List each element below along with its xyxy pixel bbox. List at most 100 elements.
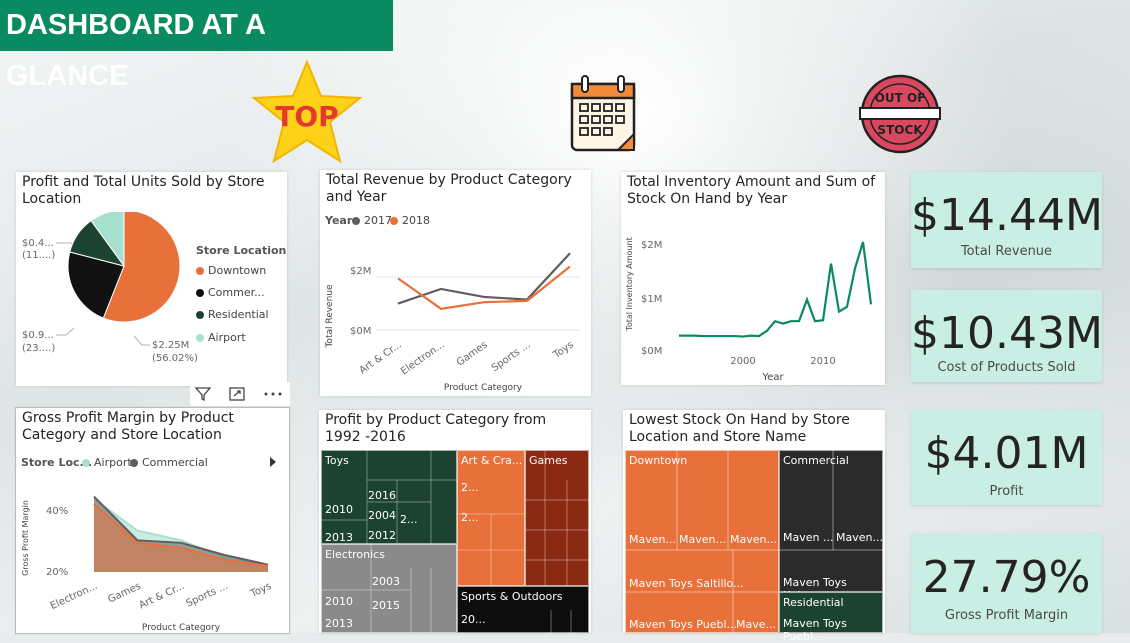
inventory-ytick: $1M	[641, 294, 662, 305]
profit-treemap: Toys 2016 2010 2004 2... 2013 2012 Elect…	[321, 450, 589, 633]
tile-label: 2013	[325, 617, 353, 630]
gpm-legend-label: Commercial	[142, 456, 208, 469]
gpm-line-2	[93, 503, 269, 567]
profit-treemap-card[interactable]: Profit by Product Category from 1992 -20…	[319, 410, 591, 633]
pie-legend-downtown[interactable]: Downtown	[196, 264, 266, 277]
tile-label: 2012	[368, 529, 396, 542]
kpi-gross-profit-margin: 27.79% Gross Profit Margin	[911, 534, 1102, 633]
out-of-stock-icon: OUT OF STOCK	[859, 74, 941, 154]
gpm-ytick: 40%	[46, 506, 68, 517]
stock-text: STOCK	[877, 123, 923, 137]
pie-legend-label: Airport	[208, 331, 246, 344]
pie-chart-title: Profit and Total Units Sold by Store Loc…	[22, 174, 265, 207]
pie-legend-airport[interactable]: Airport	[196, 331, 246, 344]
revenue-xlabel: Product Category	[444, 383, 523, 393]
inventory-xtick: 2010	[810, 356, 835, 367]
tile-label: 2...	[461, 511, 479, 524]
revenue-legend-2018[interactable]: 2018	[390, 214, 430, 227]
tile-label: 2...	[461, 481, 479, 494]
kpi-value: $4.01M	[924, 428, 1089, 479]
tile-label: Maven...	[730, 533, 777, 546]
tile-label: 2016	[368, 489, 396, 502]
treemap-tile-games[interactable]: Games	[525, 450, 589, 586]
tile-label: 2010	[325, 503, 353, 516]
tile-label: 2013	[325, 531, 353, 544]
revenue-xtick: Games	[455, 339, 490, 368]
gpm-ytick: 20%	[46, 567, 68, 578]
gpm-xtick: Toys	[248, 581, 273, 601]
pie-chart: $0.4... (11....) $0.9... (23....) $2.25M…	[22, 212, 198, 364]
treemap-tile-residential[interactable]: Residential Maven Toys Puebl...	[779, 592, 883, 643]
tile-label: 20...	[461, 613, 486, 626]
tile-label: Sports & Outdoors	[461, 590, 563, 603]
dashboard-title: DASHBOARD AT A GLANCE	[0, 0, 393, 92]
top-star-icon: TOP	[251, 59, 363, 164]
pie-legend-label: Downtown	[208, 264, 267, 277]
pie-slice	[102, 212, 181, 323]
tile-label: 2...	[400, 513, 418, 526]
tile-label: 2015	[372, 599, 400, 612]
tile-label: Art & Cra...	[461, 454, 523, 467]
gpm-xtick: Electron...	[49, 581, 99, 612]
pie-chart-card[interactable]: Profit and Total Units Sold by Store Loc…	[16, 172, 287, 386]
kpi-total-revenue: $14.44M Total Revenue	[911, 172, 1103, 268]
inventory-ytick: $0M	[641, 346, 662, 357]
top-star-text: TOP	[275, 100, 338, 133]
gpm-area-chart: Gross Profit Margin 40% 20% Product Cate…	[21, 495, 273, 633]
legend-next-icon[interactable]	[268, 456, 278, 468]
gpm-area-2	[94, 503, 268, 572]
treemap-grid	[321, 450, 589, 633]
pie-label-a1: $0.4...	[22, 238, 54, 249]
gpm-ylabel: Gross Profit Margin	[21, 500, 30, 576]
inventory-line-chart: Total Inventory Amount $2M $1M $0M Year …	[625, 237, 873, 383]
tile-label: Residential	[783, 596, 844, 609]
revenue-ytick: $2M	[350, 266, 371, 277]
tile-label: Maven...	[836, 531, 883, 544]
gpm-legend-label: Airport	[94, 456, 132, 469]
tile-label: Commercial	[783, 454, 849, 467]
profit-treemap-title: Profit by Product Category from 1992 -20…	[325, 412, 547, 445]
treemap-grid	[625, 450, 883, 633]
revenue-chart-card[interactable]: Total Revenue by Product Category and Ye…	[320, 170, 591, 396]
kpi-value: 27.79%	[922, 552, 1091, 603]
pie-label-b1: $0.9...	[22, 330, 54, 341]
gpm-xlabel: Product Category	[142, 623, 221, 633]
kpi-value: $14.44M	[911, 190, 1103, 241]
revenue-legend-label: 2017	[364, 214, 392, 227]
treemap-tile-commercial[interactable]: Commercial Maven ... Maven... Maven Toys…	[779, 450, 883, 602]
tile-label: Maven ...	[783, 531, 834, 544]
tile-label: Downtown	[629, 454, 688, 467]
more-options-icon[interactable]	[262, 386, 284, 402]
gpm-legend-title: Store Loc...	[21, 456, 93, 469]
revenue-legend-2017[interactable]: 2017	[352, 214, 392, 227]
tile-label: 2010	[325, 595, 353, 608]
pie-legend-commercial[interactable]: Commer...	[196, 286, 265, 299]
gpm-legend-airport[interactable]: Airport	[82, 456, 132, 469]
inventory-xtick: 2000	[730, 356, 755, 367]
treemap-tile-downtown[interactable]: Downtown Maven... Maven... Maven... Mave…	[625, 450, 779, 633]
tile-label: Maven Toys Saltillo...	[629, 577, 744, 590]
gpm-legend-commercial[interactable]: Commercial	[130, 456, 208, 469]
revenue-line-2018	[397, 265, 571, 310]
gpm-line-1	[93, 495, 269, 566]
inventory-ylabel: Total Inventory Amount	[625, 237, 634, 331]
tile-label: Maven...	[679, 533, 726, 546]
treemap-tile-art-crafts[interactable]: Art & Cra... 2... 2...	[457, 450, 525, 586]
filter-icon[interactable]	[194, 386, 212, 402]
treemap-tile-toys[interactable]: Toys 2016 2010 2004 2... 2013 2012	[321, 450, 457, 544]
stock-treemap-card[interactable]: Lowest Stock On Hand by Store Location a…	[623, 410, 885, 643]
gpm-chart-card[interactable]: Gross Profit Margin by Product Category …	[15, 407, 290, 634]
kpi-value: $10.43M	[911, 308, 1103, 359]
pie-label-c2: (56.02%)	[152, 353, 198, 364]
inventory-chart-card[interactable]: Total Inventory Amount and Sum of Stock …	[621, 172, 885, 385]
focus-mode-icon[interactable]	[228, 386, 246, 402]
pie-legend-residential[interactable]: Residential	[196, 308, 269, 321]
pie-legend-title: Store Location	[196, 244, 287, 257]
tile-label: Toys	[325, 454, 349, 467]
visual-header	[190, 382, 290, 406]
pie-label-a2: (11....)	[22, 250, 55, 261]
revenue-ylabel: Total Revenue	[325, 284, 335, 349]
treemap-tile-sports[interactable]: Sports & Outdoors 20...	[457, 586, 589, 633]
pie-slice	[67, 251, 125, 319]
revenue-ytick: $0M	[350, 326, 371, 337]
